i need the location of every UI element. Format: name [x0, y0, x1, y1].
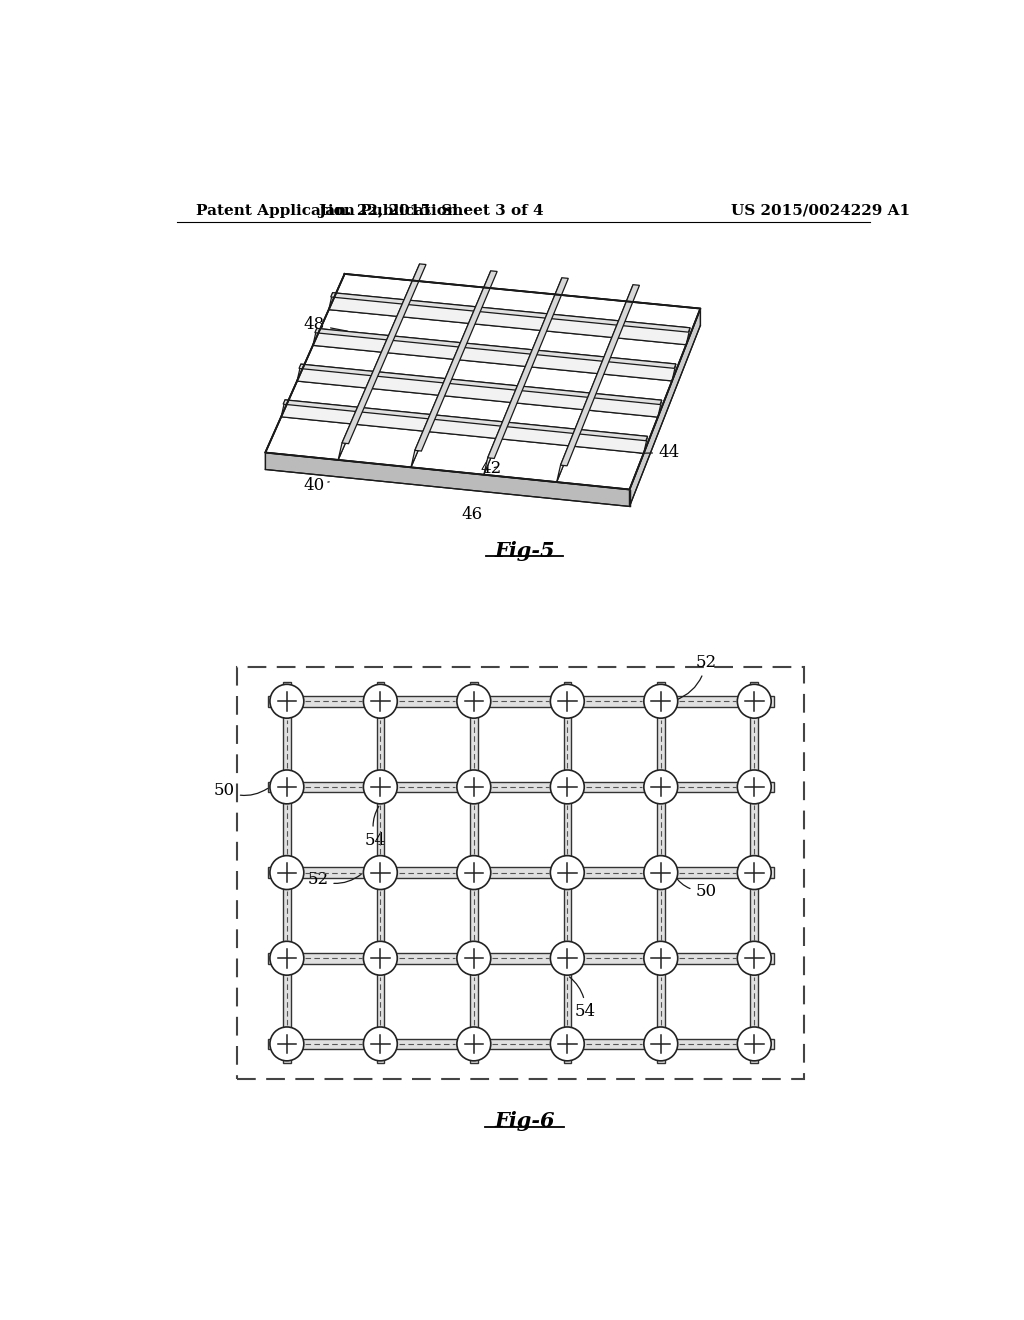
Polygon shape [411, 271, 490, 467]
Polygon shape [331, 293, 690, 333]
Circle shape [737, 941, 771, 975]
Circle shape [644, 770, 678, 804]
Circle shape [364, 1027, 397, 1061]
Polygon shape [314, 329, 676, 368]
Polygon shape [265, 275, 700, 490]
Text: 52: 52 [675, 653, 717, 701]
Text: Fig-5: Fig-5 [495, 541, 555, 561]
Polygon shape [313, 329, 676, 381]
Circle shape [270, 855, 304, 890]
Polygon shape [560, 285, 639, 466]
Circle shape [364, 684, 397, 718]
Circle shape [270, 1027, 304, 1061]
Circle shape [550, 1027, 585, 1061]
Circle shape [364, 770, 397, 804]
Text: Jan. 22, 2015  Sheet 3 of 4: Jan. 22, 2015 Sheet 3 of 4 [318, 203, 544, 218]
Circle shape [270, 941, 304, 975]
Polygon shape [557, 285, 633, 482]
Text: 46: 46 [462, 506, 482, 523]
Polygon shape [283, 682, 291, 1063]
Polygon shape [657, 682, 665, 1063]
Text: 44: 44 [640, 444, 679, 461]
Polygon shape [283, 400, 647, 441]
Circle shape [270, 684, 304, 718]
Text: Fig-6: Fig-6 [495, 1111, 555, 1131]
Polygon shape [267, 696, 773, 706]
Circle shape [550, 770, 585, 804]
Circle shape [644, 1027, 678, 1061]
Polygon shape [563, 682, 571, 1063]
Polygon shape [483, 277, 562, 475]
Circle shape [457, 684, 490, 718]
Polygon shape [487, 277, 568, 458]
Text: 40: 40 [304, 477, 330, 494]
Text: 54: 54 [569, 977, 596, 1020]
Circle shape [737, 1027, 771, 1061]
Circle shape [737, 855, 771, 890]
Polygon shape [338, 264, 420, 459]
Polygon shape [342, 264, 426, 444]
Bar [237, 667, 804, 1078]
Circle shape [644, 855, 678, 890]
Polygon shape [267, 1039, 773, 1049]
Polygon shape [265, 453, 630, 507]
Polygon shape [282, 400, 647, 453]
Polygon shape [751, 682, 758, 1063]
Circle shape [550, 855, 585, 890]
Text: Patent Application Publication: Patent Application Publication [196, 203, 458, 218]
Polygon shape [267, 867, 773, 878]
Circle shape [364, 855, 397, 890]
Polygon shape [267, 781, 773, 792]
Circle shape [457, 855, 490, 890]
Circle shape [644, 941, 678, 975]
Circle shape [550, 684, 585, 718]
Polygon shape [267, 953, 773, 964]
Polygon shape [415, 271, 498, 451]
Circle shape [550, 941, 585, 975]
Polygon shape [470, 682, 477, 1063]
Text: 52: 52 [307, 871, 361, 888]
Circle shape [457, 1027, 490, 1061]
Text: 48: 48 [304, 317, 347, 334]
Polygon shape [329, 293, 690, 345]
Circle shape [457, 941, 490, 975]
Text: 50: 50 [214, 781, 267, 799]
Text: US 2015/0024229 A1: US 2015/0024229 A1 [731, 203, 910, 218]
Circle shape [270, 770, 304, 804]
Text: 50: 50 [674, 875, 717, 900]
Circle shape [737, 684, 771, 718]
Polygon shape [297, 364, 662, 417]
Circle shape [737, 770, 771, 804]
Circle shape [364, 941, 397, 975]
Polygon shape [377, 682, 384, 1063]
Circle shape [457, 770, 490, 804]
Text: 42: 42 [481, 459, 502, 477]
Text: 54: 54 [365, 807, 386, 849]
Circle shape [644, 684, 678, 718]
Polygon shape [630, 309, 700, 507]
Polygon shape [299, 364, 662, 404]
